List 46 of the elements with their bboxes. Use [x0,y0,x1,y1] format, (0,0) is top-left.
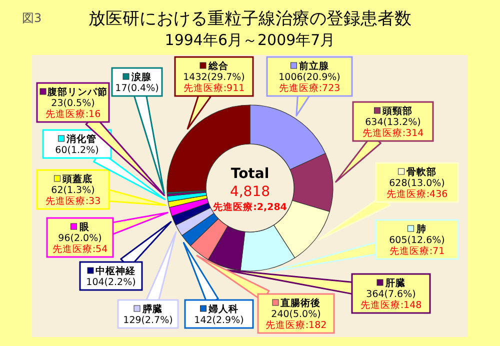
data-label: 1432(29.7%) [183,72,245,83]
data-label: 628(13.0%) [389,178,445,189]
text: 先進医療:911 [183,83,245,94]
data-label: 605(12.6%) [389,235,445,246]
legend-label: 眼 [80,221,90,233]
data-label: 1006(20.9%) [278,72,340,83]
legend-label: 婦人科 [208,303,238,315]
legend-label: 前立腺 [298,60,330,72]
data-label: 17(0.4%) [115,83,159,94]
text: 先進医療:33 [45,196,101,207]
text: 先進医療:723 [278,83,340,94]
legend-label: 涙腺 [130,71,152,83]
text: Total [230,166,270,182]
chart-subtitle: 1994年6月～2009年7月 [164,31,336,49]
data-label: 142(2.9%) [194,315,244,326]
legend-label: 中枢神経 [96,265,136,277]
data-label: 60(1.2%) [55,145,99,156]
text: 先進医療:436 [386,189,448,200]
data-label: 23(0.5%) [51,98,95,109]
text: 先進医療:2,284 [212,201,288,213]
data-label: 634(13.2%) [365,117,421,128]
text: 先進医療:54 [52,244,108,255]
text: 先進医療:314 [362,128,424,139]
text: 先進医療:148 [360,300,422,311]
legend-label: 頭蓋底 [62,173,92,185]
text: 先進医療:16 [45,109,101,120]
legend-label: 肝臓 [384,277,406,289]
legend-label: 肺 [416,223,426,235]
legend-label: 腹部リンパ節 [46,86,108,98]
legend-label: 消化管 [66,133,96,145]
text: 4,818 [230,184,270,200]
legend-label: 膵臓 [142,303,162,315]
data-label: 96(2.0%) [58,233,102,244]
chart-title: 放医研における重粒子線治療の登録患者数 [88,9,412,29]
data-label: 240(5.0%) [271,309,321,320]
data-label: 104(2.2%) [86,277,136,288]
caption: 図3 [22,11,42,25]
data-label: 62(1.3%) [51,185,95,196]
legend-label: 骨軟部 [406,166,436,178]
legend-label: 頭頸部 [382,105,412,117]
legend-label: 直腸術後 [280,297,320,309]
text: 先進医療:71 [389,246,445,257]
data-label: 129(2.7%) [123,315,173,326]
legend-label: 総合 [208,60,228,72]
text: 先進医療:182 [265,320,327,331]
data-label: 364(7.6%) [366,289,416,300]
